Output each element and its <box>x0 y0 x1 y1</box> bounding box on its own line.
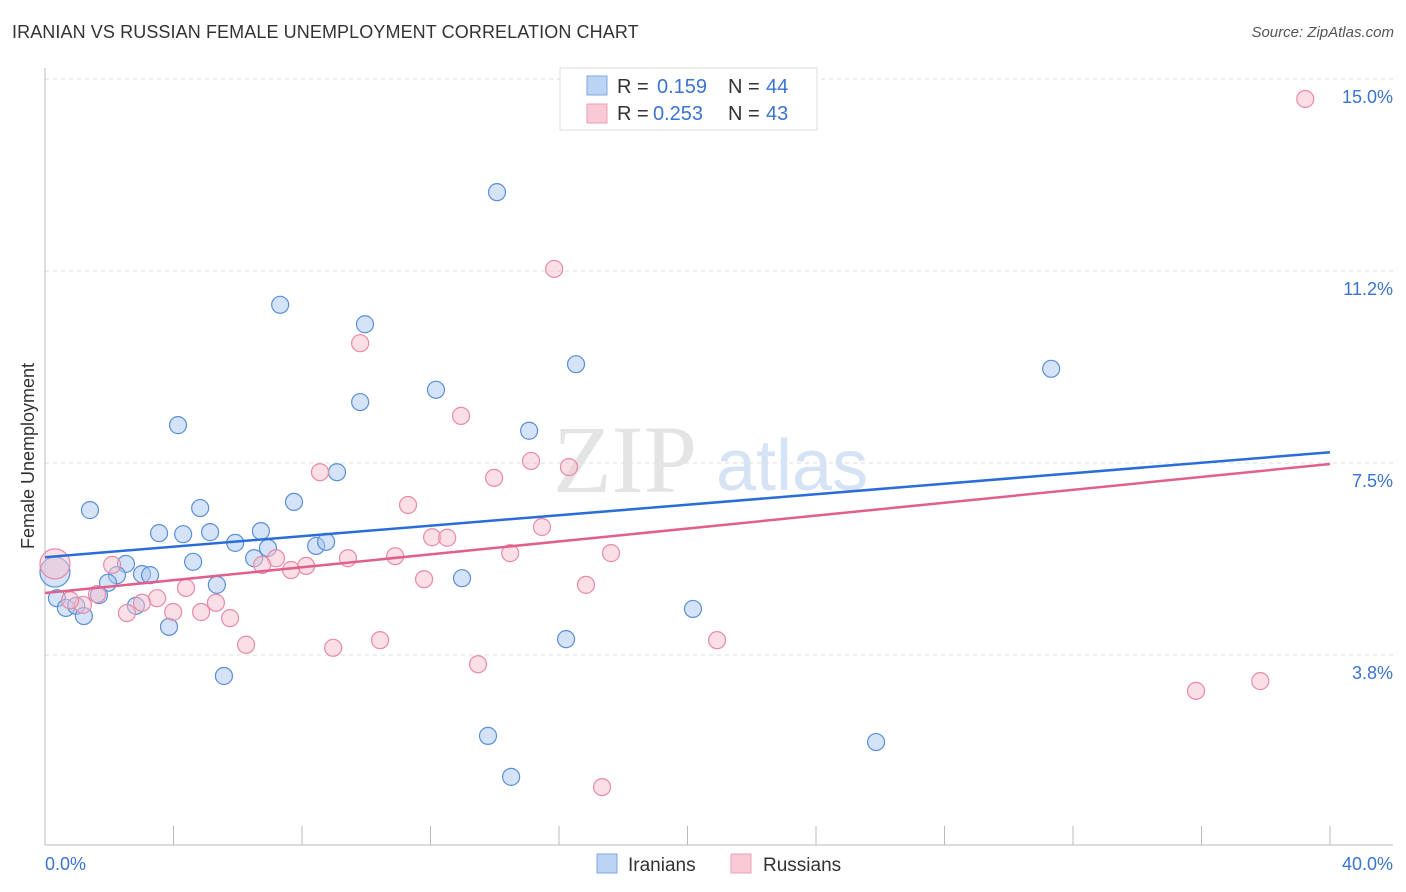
legend-r-label-2: R = <box>617 103 649 125</box>
data-point-iranians <box>426 380 446 399</box>
data-point-russians <box>103 555 122 574</box>
stats-legend: R = 0.159 N = 44 R = 0.253 N = 43 <box>559 67 818 131</box>
legend-n-label-1: N = <box>728 76 760 98</box>
data-point-russians <box>468 655 488 674</box>
legend-swatch-iranians <box>586 75 608 96</box>
legend-n-value-2: 43 <box>766 103 788 125</box>
data-point-russians <box>237 635 256 654</box>
data-point-russians <box>1251 672 1270 691</box>
axes <box>44 68 1393 846</box>
legend-iranians-swatch[interactable] <box>596 853 618 874</box>
data-point-russians <box>370 631 390 650</box>
data-point-russians <box>253 555 272 574</box>
data-point-iranians <box>284 492 304 512</box>
legend-swatch-russians <box>586 103 608 124</box>
data-point-russians <box>501 544 520 563</box>
data-point-iranians <box>351 392 370 412</box>
data-point-iranians <box>191 498 210 518</box>
data-point-russians <box>532 517 552 537</box>
tick-labels: 3.8% 7.5% 11.2% 15.0% 0.0% 40.0% <box>45 87 1393 874</box>
data-point-russians <box>132 593 152 612</box>
data-point-russians <box>559 457 579 477</box>
chart-title: IRANIAN VS RUSSIAN FEMALE UNEMPLOYMENT C… <box>12 22 639 42</box>
x-tick-label-min: 0.0% <box>45 854 86 874</box>
data-point-iranians <box>556 630 576 649</box>
data-point-iranians <box>207 575 226 594</box>
data-point-iranians <box>452 569 472 588</box>
data-point-iranians <box>866 732 886 752</box>
data-point-iranians <box>478 726 498 745</box>
data-point-russians <box>521 451 541 471</box>
data-point-russians <box>164 602 183 622</box>
data-point-iranians <box>201 523 220 542</box>
data-point-russians <box>192 602 211 622</box>
trend-lines <box>44 451 1331 595</box>
bottom-legend: Iranians Russians <box>596 853 841 876</box>
data-point-russians <box>351 334 370 353</box>
legend-r-label-1: R = <box>617 76 649 98</box>
data-point-iranians <box>271 295 290 314</box>
legend-r-value-1: 0.159 <box>657 76 707 98</box>
data-point-russians <box>324 638 343 657</box>
data-point-iranians <box>502 767 521 786</box>
data-point-russians <box>310 463 330 482</box>
data-point-russians <box>176 578 196 598</box>
data-point-russians <box>545 259 564 279</box>
data-point-iranians <box>327 463 347 482</box>
data-point-russians <box>414 570 434 589</box>
data-point-russians <box>39 548 71 580</box>
data-point-russians <box>485 468 504 487</box>
legend-n-value-1: 44 <box>766 76 788 98</box>
data-point-iranians <box>183 552 203 571</box>
legend-russians-label[interactable]: Russians <box>763 855 841 876</box>
data-point-russians <box>398 495 418 515</box>
y-tick-label: 3.8% <box>1352 663 1393 683</box>
legend-russians-swatch[interactable] <box>730 853 752 874</box>
data-point-russians <box>206 593 226 612</box>
data-point-iranians <box>168 416 188 435</box>
data-point-russians <box>576 575 596 594</box>
data-point-russians <box>601 544 621 563</box>
y-axis-label: Female Unemployment <box>18 363 38 549</box>
data-point-iranians <box>149 524 169 543</box>
data-point-russians <box>423 528 442 547</box>
data-point-iranians <box>214 666 234 686</box>
data-point-russians <box>87 584 107 604</box>
data-point-iranians <box>683 599 703 619</box>
legend-iranians-label[interactable]: Iranians <box>628 855 696 876</box>
data-point-russians <box>592 777 612 797</box>
data-point-iranians <box>566 355 586 374</box>
data-point-russians <box>438 528 457 547</box>
y-tick-label: 15.0% <box>1342 87 1393 107</box>
data-point-russians <box>707 631 727 650</box>
legend-r-value-2: 0.253 <box>653 103 703 125</box>
data-point-iranians <box>355 315 375 334</box>
data-point-russians <box>1296 89 1315 109</box>
trend-line-russians <box>44 462 1331 595</box>
watermark-atlas: atlas <box>716 426 868 506</box>
data-point-iranians <box>80 501 100 520</box>
data-point-russians <box>60 591 80 610</box>
chart-source: Source: ZipAtlas.com <box>1251 24 1394 41</box>
data-point-iranians <box>1042 359 1061 378</box>
legend-n-label-2: N = <box>728 103 760 125</box>
gridlines <box>45 78 1393 656</box>
x-tick-label-max: 40.0% <box>1342 854 1393 874</box>
data-point-iranians <box>174 525 193 544</box>
data-point-russians <box>117 603 137 623</box>
data-point-iranians <box>520 421 539 440</box>
data-point-iranians <box>487 183 507 202</box>
data-point-russians <box>220 609 240 628</box>
trend-line-iranians <box>44 451 1331 559</box>
data-point-russians <box>1186 681 1206 700</box>
data-point-russians <box>148 589 167 608</box>
y-tick-label: 11.2% <box>1343 279 1393 299</box>
data-point-russians <box>451 406 471 425</box>
y-tick-label: 7.5% <box>1352 471 1393 491</box>
data-point-iranians <box>251 521 270 541</box>
watermark-zip: ZIP <box>553 406 697 513</box>
